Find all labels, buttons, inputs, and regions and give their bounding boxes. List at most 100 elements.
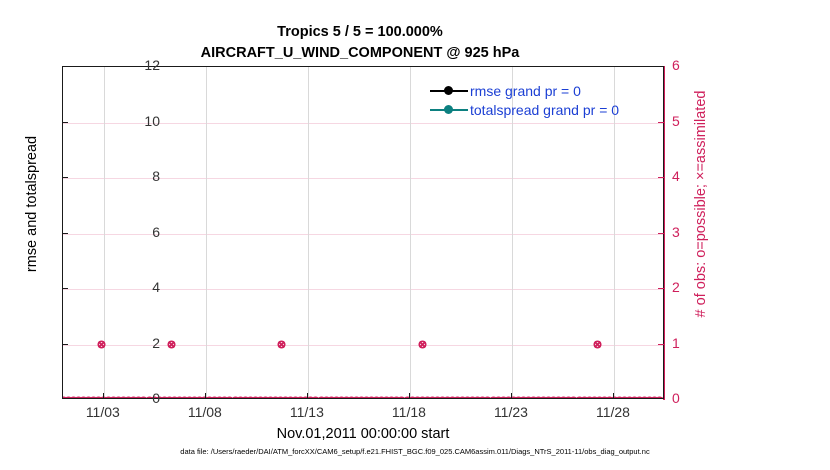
- obs-marker-zero: [458, 395, 467, 398]
- obs-marker-zero: [392, 395, 401, 398]
- x-axis-tick-label: 11/13: [289, 404, 324, 420]
- obs-marker-zero: [114, 395, 123, 398]
- obs-marker-zero: [84, 395, 93, 398]
- obs-marker-zero: [145, 395, 154, 398]
- legend-item-rmse[interactable]: rmse grand pr = 0: [430, 81, 660, 100]
- x-axis-tick-mark: [306, 393, 308, 399]
- x-axis-tick-mark: [204, 393, 206, 399]
- obs-marker-zero: [109, 395, 118, 398]
- obs-marker-zero: [104, 395, 113, 398]
- right-axis-tick-label: 1: [672, 334, 680, 351]
- obs-marker-zero: [575, 395, 584, 398]
- obs-marker-zero: [539, 395, 548, 398]
- obs-marker-zero: [236, 395, 245, 398]
- obs-marker-zero: [195, 395, 204, 398]
- x-axis-tick-mark: [408, 393, 410, 399]
- obs-marker-zero: [580, 395, 589, 398]
- obs-marker-zero: [276, 395, 285, 398]
- x-axis-tick-label: 11/03: [85, 404, 120, 420]
- x-axis-tick-label: 11/18: [391, 404, 426, 420]
- obs-marker-zero: [468, 395, 477, 398]
- obs-marker-zero: [165, 395, 174, 398]
- x-axis-tick-label: 11/28: [595, 404, 630, 420]
- obs-marker-zero: [640, 395, 649, 398]
- obs-marker-zero: [509, 395, 518, 398]
- obs-marker-zero: [382, 395, 391, 398]
- obs-marker-zero: [650, 395, 659, 398]
- obs-marker-zero: [564, 395, 573, 398]
- x-axis-tick-mark: [612, 393, 614, 399]
- obs-marker-zero: [129, 395, 138, 398]
- obs-marker-zero: [554, 395, 563, 398]
- obs-marker-zero: [139, 395, 148, 398]
- obs-marker-zero: [190, 395, 199, 398]
- obs-marker-zero: [317, 395, 326, 398]
- obs-marker-zero: [74, 395, 83, 398]
- left-axis-tick-mark: [62, 343, 68, 345]
- obs-marker-zero: [119, 395, 128, 398]
- obs-marker-zero: [281, 395, 290, 398]
- obs-marker-zero: [377, 395, 386, 398]
- obs-marker-zero: [413, 395, 422, 398]
- obs-marker-zero: [291, 395, 300, 398]
- obs-marker-zero: [478, 395, 487, 398]
- obs-marker-zero: [610, 395, 619, 398]
- obs-marker-zero: [160, 395, 169, 398]
- right-axis-tick-label: 2: [672, 279, 680, 295]
- obs-marker-zero: [387, 395, 396, 398]
- legend-item-totalspread[interactable]: totalspread grand pr = 0: [430, 100, 660, 119]
- obs-marker-zero: [342, 395, 351, 398]
- plot-area: [62, 66, 664, 399]
- chart-title-line-1: Tropics 5 / 5 = 100.000%: [277, 24, 443, 40]
- left-axis-tick-mark: [62, 232, 68, 234]
- obs-marker-zero: [438, 395, 447, 398]
- obs-marker-zero: [514, 395, 523, 398]
- obs-marker-zero: [124, 395, 133, 398]
- obs-marker-zero: [205, 395, 214, 398]
- right-axis-tick-mark: [658, 288, 664, 289]
- obs-marker-zero: [155, 395, 164, 398]
- obs-marker-zero: [69, 395, 78, 398]
- obs-marker-zero: [519, 395, 528, 398]
- obs-marker-zero: [494, 395, 503, 398]
- obs-marker-zero: [423, 395, 432, 398]
- right-axis-tick-mark: [658, 121, 664, 123]
- obs-marker-zero: [231, 395, 240, 398]
- obs-marker-zero: [504, 395, 513, 398]
- obs-marker-point: [167, 340, 176, 349]
- obs-marker-zero: [499, 395, 508, 398]
- left-axis-tick-label: 0: [152, 390, 160, 406]
- chart-title: Tropics 5 / 5 = 100.000% AIRCRAFT_U_WIND…: [0, 22, 720, 64]
- obs-marker-zero: [311, 395, 320, 398]
- vertical-gridline: [103, 67, 105, 398]
- obs-marker-point: [97, 340, 106, 349]
- obs-marker-zero: [306, 395, 315, 398]
- left-axis-tick-label: 8: [152, 168, 160, 184]
- obs-marker-zero: [327, 395, 336, 398]
- horizontal-gridline: [63, 344, 663, 346]
- obs-marker-zero: [352, 395, 361, 398]
- obs-marker-zero: [256, 395, 265, 398]
- obs-marker-zero: [534, 395, 543, 398]
- obs-marker-zero: [220, 395, 229, 398]
- obs-marker-point: [277, 340, 286, 349]
- obs-marker-zero: [645, 395, 654, 398]
- obs-marker-zero: [559, 395, 568, 398]
- left-axis-tick-mark: [62, 177, 68, 178]
- obs-marker-zero: [322, 395, 331, 398]
- right-axis-tick-label: 5: [672, 112, 680, 129]
- obs-marker-zero: [367, 395, 376, 398]
- obs-marker-zero: [529, 395, 538, 398]
- obs-marker-zero: [600, 395, 609, 398]
- legend-label-rmse: rmse grand pr = 0: [470, 82, 581, 99]
- left-axis-tick-label: 2: [152, 334, 160, 351]
- obs-marker-zero: [225, 395, 234, 398]
- obs-marker-zero: [185, 395, 194, 398]
- obs-marker-zero: [403, 395, 412, 398]
- obs-marker-zero: [635, 395, 644, 398]
- legend-label-totalspread: totalspread grand pr = 0: [470, 101, 620, 118]
- obs-marker-zero: [524, 395, 533, 398]
- obs-marker-zero: [301, 395, 310, 398]
- obs-marker-zero: [655, 395, 663, 398]
